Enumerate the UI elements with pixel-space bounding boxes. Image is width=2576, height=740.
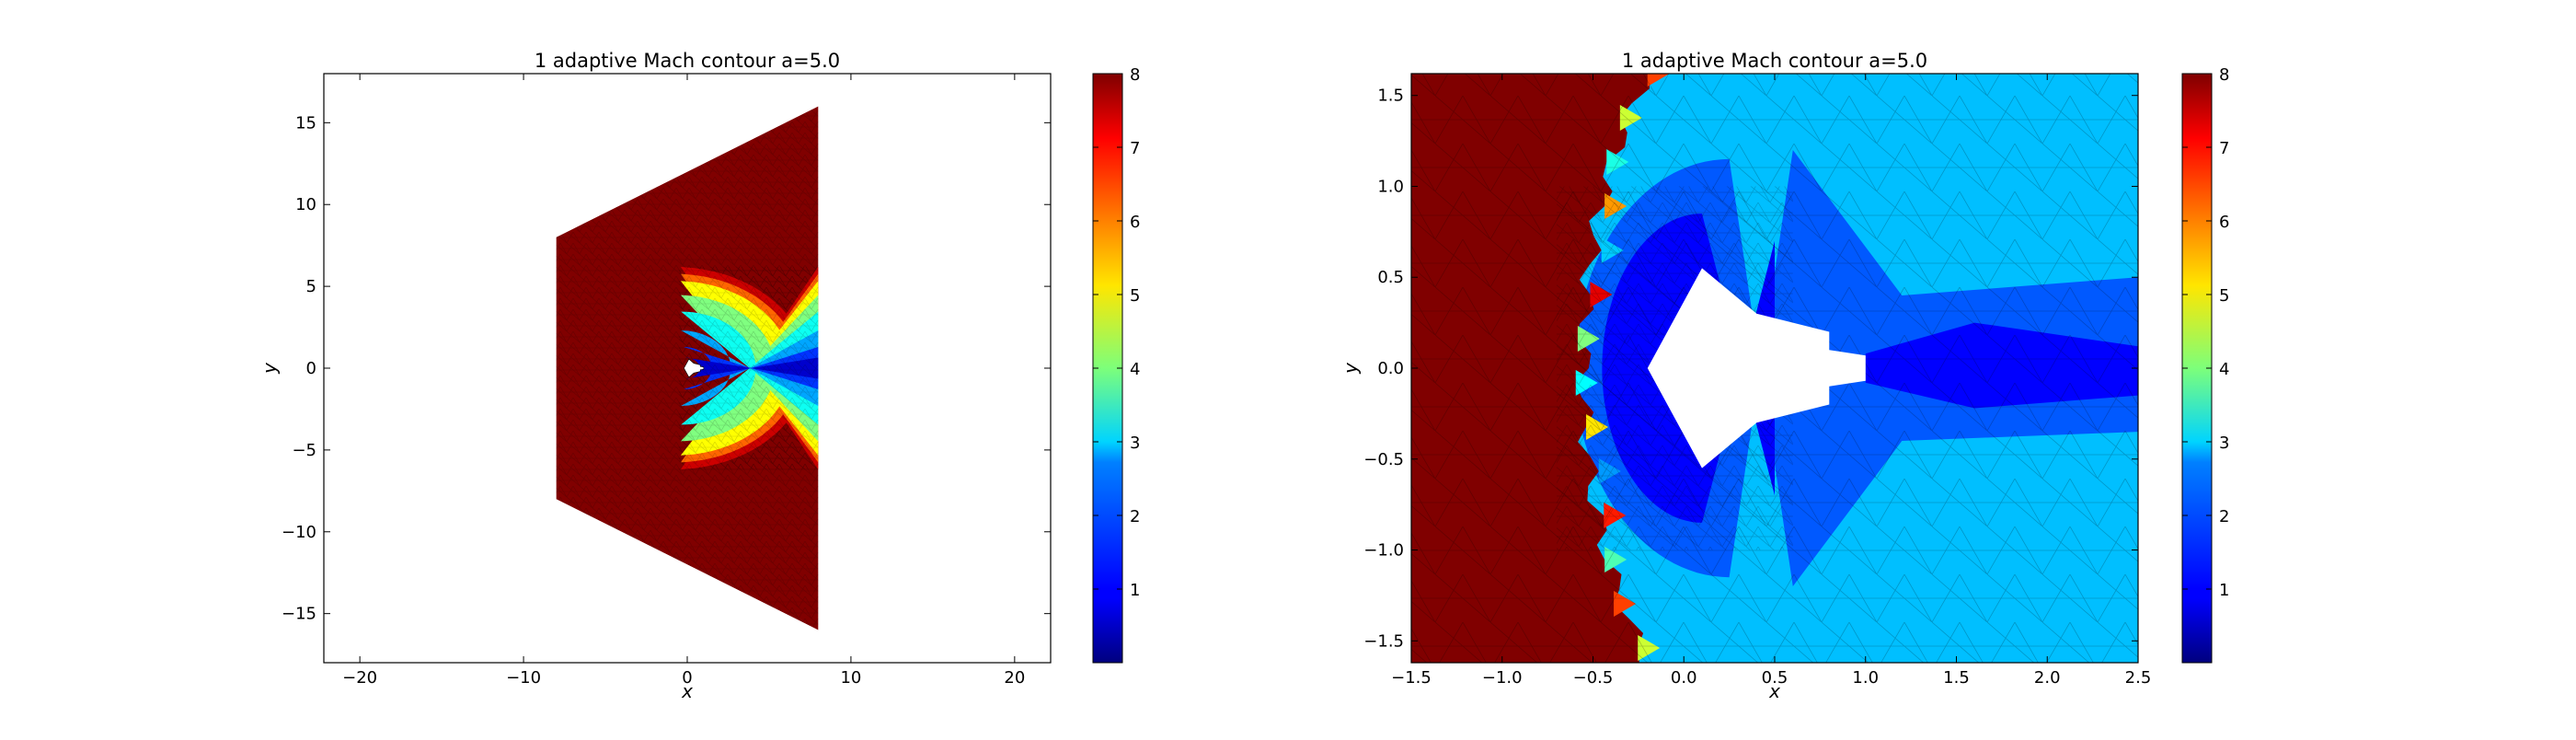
x-tick-label: 1.0	[1852, 668, 1879, 688]
right-chart: 1 adaptive Mach contour a=5.0 −1.5 −1.0 −0…	[1340, 50, 2229, 702]
left-x-axis-label: x	[681, 680, 693, 702]
right-x-axis-label: x	[1768, 680, 1780, 702]
colorbar-tick-label: 1	[2219, 581, 2229, 600]
x-tick-label: −1.0	[1482, 668, 1523, 688]
colorbar-tick-label: 6	[1130, 213, 1140, 232]
colorbar-tick-label: 8	[1130, 65, 1140, 85]
y-tick-label: 0	[306, 359, 316, 378]
y-tick-label: −1.0	[1363, 541, 1404, 561]
x-tick-label: 20	[1004, 668, 1025, 688]
y-tick-label: −5	[292, 441, 316, 460]
body-shape	[1647, 268, 1866, 468]
right-colorbar-ticks: 1 2 3 4 5 6 7 8	[2182, 65, 2229, 600]
x-tick-label: −0.5	[1573, 668, 1614, 688]
x-tick-label: 2.0	[2034, 668, 2061, 688]
colorbar-tick-label: 4	[2219, 360, 2229, 379]
right-plot-area	[1411, 74, 2138, 663]
colorbar-tick-label: 4	[1130, 360, 1140, 379]
left-y-axis-label: y	[259, 362, 281, 375]
left-plot-area	[556, 106, 819, 630]
x-tick-label: 0.5	[1762, 668, 1788, 688]
y-tick-label: −15	[282, 605, 316, 624]
x-tick-label: −20	[342, 668, 377, 688]
y-tick-label: 1.0	[1377, 177, 1404, 196]
y-tick-label: 10	[295, 195, 316, 214]
y-tick-label: 15	[295, 113, 316, 133]
right-colorbar: 1 2 3 4 5 6 7 8	[2181, 65, 2229, 664]
x-tick-label: 10	[840, 668, 861, 688]
y-tick-label: −10	[282, 523, 316, 542]
colorbar-tick-label: 2	[1130, 507, 1140, 526]
y-tick-label: −0.5	[1363, 450, 1404, 469]
right-ticks: −1.5 −1.0 −0.5 0.0 0.5 1.0 1.5 2.0 2.5 −1.5 −1.0 −0…	[1363, 74, 2151, 688]
colorbar-tick-label: 6	[2219, 213, 2229, 232]
left-chart: 1 adaptive Mach contour a=5.0 −20 −10 0 10 2…	[259, 50, 1140, 702]
body-shape	[684, 358, 705, 378]
colorbar-tick-label: 7	[2219, 139, 2229, 158]
right-y-axis-label: y	[1340, 362, 1362, 375]
y-tick-label: 0.5	[1377, 268, 1404, 287]
colorbar-tick-label: 2	[2219, 507, 2229, 526]
x-tick-label: 0.0	[1671, 668, 1697, 688]
right-chart-title: 1 adaptive Mach contour a=5.0	[1622, 50, 1927, 72]
right-mach-field	[1411, 74, 2138, 663]
colorbar-tick-label: 5	[2219, 286, 2229, 306]
colorbar-tick-label: 7	[1130, 139, 1140, 158]
colorbar-tick-label: 1	[1130, 581, 1140, 600]
x-tick-label: −1.5	[1391, 668, 1432, 688]
colorbar-tick-label: 8	[2219, 65, 2229, 85]
x-tick-label: 0	[682, 668, 692, 688]
left-colorbar-ticks: 1 2 3 4 5 6 7 8	[1093, 65, 1140, 600]
x-tick-label: −10	[506, 668, 541, 688]
left-colorbar: 1 2 3 4 5 6 7 8	[1092, 65, 1140, 664]
y-tick-label: 1.5	[1377, 87, 1404, 106]
y-tick-label: 5	[306, 277, 316, 296]
left-mach-field	[556, 106, 819, 630]
x-tick-label: 2.5	[2125, 668, 2152, 688]
colorbar-tick-label: 3	[2219, 434, 2229, 453]
x-tick-label: 1.5	[1943, 668, 1970, 688]
left-chart-title: 1 adaptive Mach contour a=5.0	[535, 50, 840, 72]
y-tick-label: 0.0	[1377, 359, 1404, 378]
colorbar-tick-label: 3	[1130, 434, 1140, 453]
colorbar-tick-label: 5	[1130, 286, 1140, 306]
left-ticks: −20 −10 0 10 20 −15 −10 −5 0 5 10 15	[282, 74, 1051, 688]
y-tick-label: −1.5	[1363, 631, 1404, 651]
